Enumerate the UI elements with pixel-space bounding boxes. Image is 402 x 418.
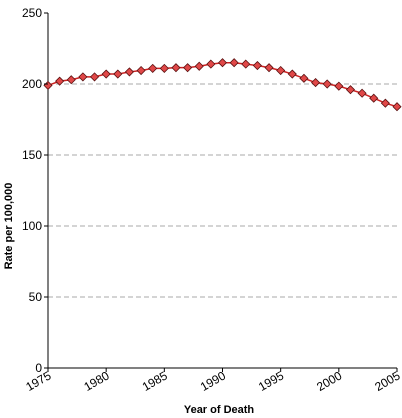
gridlines — [48, 83, 397, 298]
data-point-1983 — [136, 65, 146, 76]
y-tick-label-250: 250 — [22, 6, 42, 20]
series-layer — [43, 58, 402, 112]
y-tick-labels: 0 50 100 150 200 250 — [22, 6, 48, 375]
data-point-1977 — [66, 75, 76, 85]
x-tick-label-1985: 1985 — [140, 368, 170, 394]
data-point-1994 — [264, 63, 274, 73]
data-point-1990 — [217, 58, 228, 68]
y-tick-label-0: 0 — [35, 361, 42, 375]
data-point-1999 — [322, 79, 332, 89]
y-tick-label-50: 50 — [29, 290, 43, 304]
data-point-2002 — [357, 88, 367, 98]
data-point-1995 — [276, 65, 286, 76]
data-point-1989 — [206, 59, 216, 69]
data-point-2005 — [392, 102, 402, 112]
y-tick-label-100: 100 — [22, 219, 42, 233]
data-point-2004 — [380, 98, 390, 108]
y-tick-label-150: 150 — [22, 148, 42, 162]
data-point-1986 — [171, 63, 181, 73]
data-point-1988 — [194, 61, 204, 71]
data-point-1982 — [124, 67, 134, 77]
data-point-1997 — [299, 73, 309, 83]
data-point-1985 — [159, 63, 169, 73]
y-tick-label-200: 200 — [22, 77, 42, 91]
data-point-1991 — [229, 58, 239, 68]
data-point-2003 — [369, 93, 379, 103]
x-tick-label-1990: 1990 — [198, 368, 228, 394]
x-tick-labels: 1975 1980 1985 1990 1995 2000 2005 — [23, 368, 402, 394]
data-point-1980 — [101, 69, 111, 79]
data-point-1975 — [43, 80, 53, 90]
x-tick-label-1995: 1995 — [256, 368, 286, 394]
data-point-1993 — [252, 60, 262, 71]
data-point-1996 — [287, 69, 297, 79]
data-point-1992 — [241, 59, 251, 69]
x-tick-label-1980: 1980 — [82, 368, 112, 394]
data-point-1998 — [311, 78, 321, 88]
series-line-0 — [47, 61, 398, 108]
x-axis-title: Year of Death — [184, 404, 255, 416]
y-axis-title: Rate per 100,000 — [3, 183, 15, 270]
data-point-1976 — [55, 76, 65, 86]
x-tick-label-2005: 2005 — [372, 368, 402, 394]
data-point-1987 — [183, 63, 193, 73]
x-tick-label-2000: 2000 — [314, 368, 344, 394]
data-point-1981 — [113, 69, 123, 79]
data-point-2001 — [345, 85, 356, 95]
x-tick-label-1975: 1975 — [23, 368, 53, 394]
data-point-1979 — [89, 72, 100, 82]
data-point-1984 — [148, 63, 158, 73]
data-point-2000 — [334, 81, 344, 91]
data-point-1978 — [78, 72, 88, 82]
